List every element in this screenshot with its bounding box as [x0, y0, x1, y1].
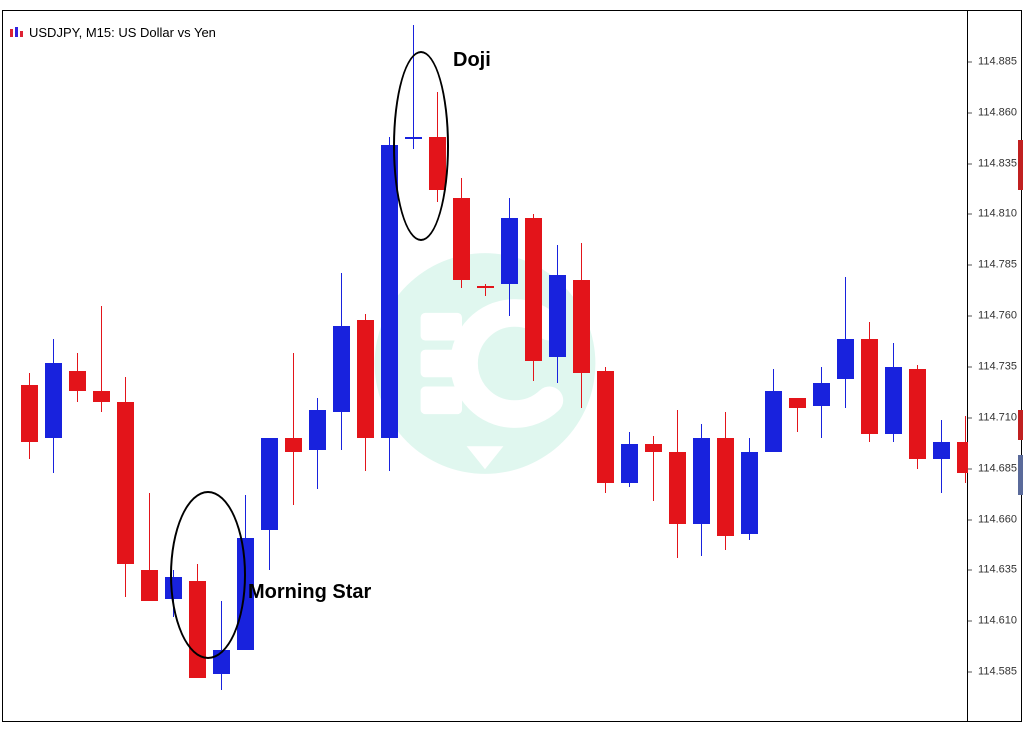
- candle-body: [741, 452, 758, 533]
- candle-body: [261, 438, 278, 530]
- annotation-ellipse: [170, 491, 246, 659]
- candle-body: [285, 438, 302, 452]
- y-tick-label: 114.585: [978, 667, 1017, 678]
- y-tick-label: 114.835: [978, 158, 1017, 169]
- candle-body: [861, 339, 878, 435]
- y-tick-label: 114.885: [978, 56, 1017, 67]
- candle-wick: [293, 353, 294, 506]
- annotation-label: Doji: [453, 49, 491, 72]
- annotation-label: Morning Star: [248, 581, 371, 604]
- candle-body: [885, 367, 902, 434]
- y-tick-label: 114.760: [978, 311, 1017, 322]
- candle-body: [573, 280, 590, 374]
- chart-title: USDJPY, M15: US Dollar vs Yen: [29, 25, 216, 40]
- chart-type-icon: [9, 25, 23, 39]
- y-tick-label: 114.635: [978, 565, 1017, 576]
- y-axis: 114.585 114.610 114.635 114.660 114.685 114.7…: [968, 10, 1022, 722]
- annotation-ellipse: [393, 51, 449, 241]
- y-tick-label: 114.710: [978, 412, 1017, 423]
- candle-body: [141, 570, 158, 601]
- y-tick-label: 114.735: [978, 362, 1017, 373]
- candle-body: [333, 326, 350, 411]
- y-tick-label: 114.685: [978, 463, 1017, 474]
- candle-body: [597, 371, 614, 483]
- candle-body: [549, 275, 566, 356]
- candle-body: [453, 198, 470, 279]
- candle-body: [789, 398, 806, 408]
- candle-body: [525, 218, 542, 360]
- candle-body: [21, 385, 38, 442]
- y-tick-label: 114.860: [978, 107, 1017, 118]
- candle-body: [813, 383, 830, 405]
- candle-body: [93, 391, 110, 401]
- candle-body: [501, 218, 518, 283]
- candle-body: [669, 452, 686, 523]
- candle-body: [309, 410, 326, 451]
- candle-body: [717, 438, 734, 536]
- candle-body: [693, 438, 710, 523]
- candle-body: [117, 402, 134, 565]
- y-tick-label: 114.785: [978, 260, 1017, 271]
- candle-body: [45, 363, 62, 438]
- candlestick-chart[interactable]: USDJPY, M15: US Dollar vs Yen Doji Mornin…: [2, 10, 968, 722]
- candle-body: [765, 391, 782, 452]
- candle-body: [69, 371, 86, 391]
- y-tick-label: 114.610: [978, 616, 1017, 627]
- candle-body: [621, 444, 638, 483]
- y-tick-label: 114.660: [978, 514, 1017, 525]
- candle-body: [909, 369, 926, 459]
- candle-body: [477, 286, 494, 288]
- candle-body: [933, 442, 950, 458]
- candle-body: [645, 444, 662, 452]
- y-tick-label: 114.810: [978, 209, 1017, 220]
- candle-body: [837, 339, 854, 380]
- candle-body: [357, 320, 374, 438]
